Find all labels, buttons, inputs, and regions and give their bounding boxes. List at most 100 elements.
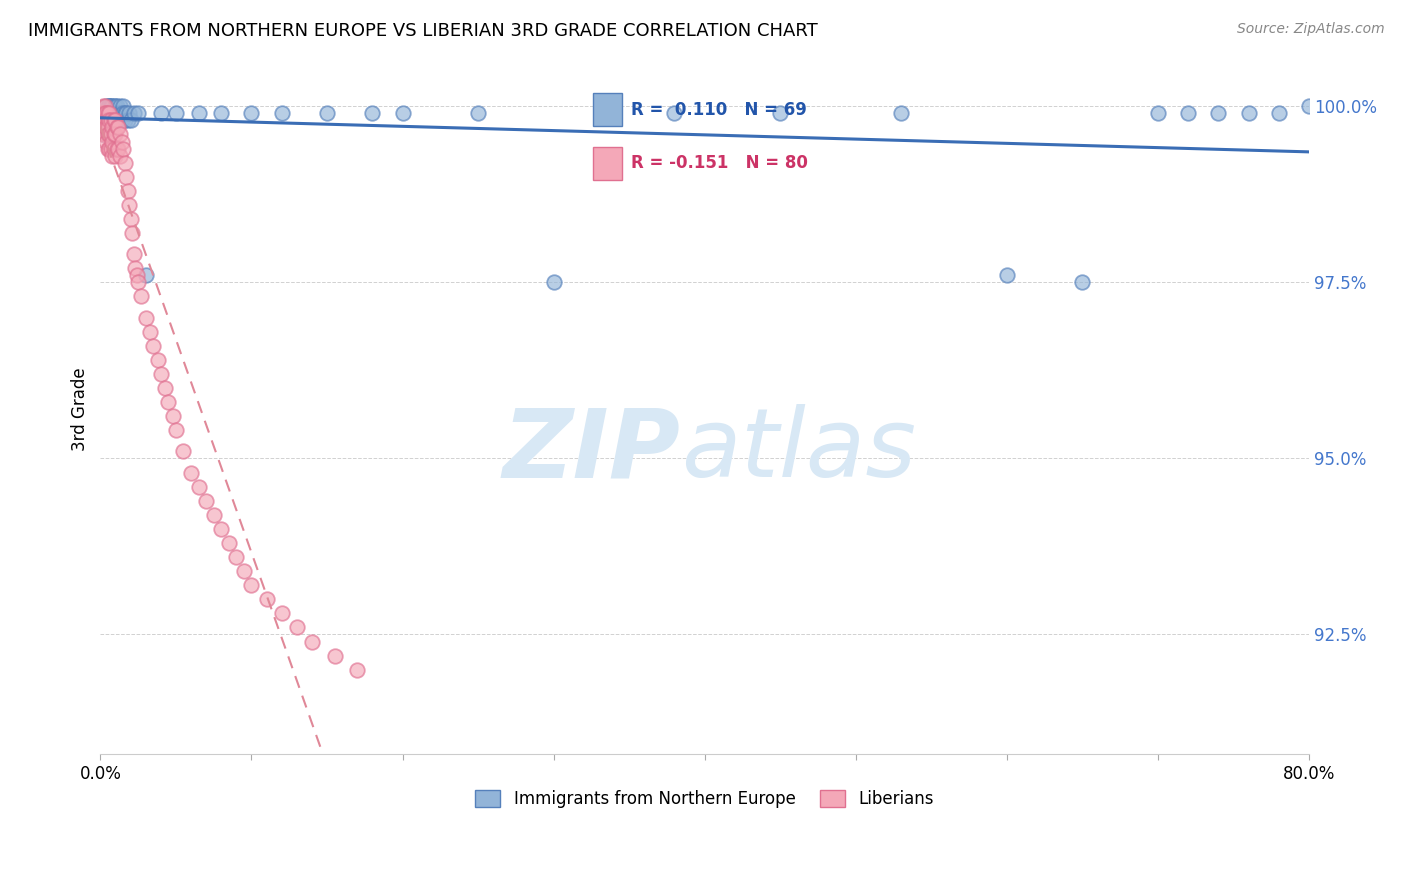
Point bbox=[209, 106, 232, 120]
Point bbox=[93, 106, 115, 120]
Point bbox=[107, 113, 129, 128]
Point bbox=[108, 128, 131, 142]
Point bbox=[187, 480, 209, 494]
Point bbox=[108, 148, 131, 162]
Point bbox=[104, 99, 127, 113]
Point bbox=[100, 99, 122, 113]
Point bbox=[135, 310, 157, 325]
Point bbox=[110, 113, 132, 128]
Point bbox=[107, 106, 129, 120]
Point bbox=[96, 113, 118, 128]
Point bbox=[93, 128, 115, 142]
Point bbox=[110, 106, 132, 120]
Point bbox=[96, 135, 118, 149]
Point bbox=[107, 142, 129, 156]
Point bbox=[104, 106, 127, 120]
Point bbox=[96, 106, 118, 120]
Point bbox=[94, 113, 117, 128]
Point bbox=[139, 325, 162, 339]
Point bbox=[97, 128, 120, 142]
Point bbox=[301, 634, 323, 648]
Point bbox=[124, 261, 146, 276]
Text: ZIP: ZIP bbox=[503, 404, 681, 497]
Point bbox=[664, 106, 686, 120]
Point bbox=[391, 106, 413, 120]
Point bbox=[111, 99, 134, 113]
Point bbox=[103, 142, 125, 156]
Point bbox=[103, 106, 125, 120]
Point bbox=[103, 128, 125, 142]
Point bbox=[94, 106, 117, 120]
Point bbox=[157, 395, 180, 409]
Point bbox=[1208, 106, 1230, 120]
Point bbox=[100, 128, 122, 142]
Y-axis label: 3rd Grade: 3rd Grade bbox=[72, 368, 89, 451]
Point bbox=[96, 120, 118, 135]
Point bbox=[97, 113, 120, 128]
Point bbox=[202, 508, 225, 522]
Point bbox=[94, 120, 117, 135]
Point bbox=[285, 620, 308, 634]
Point bbox=[101, 135, 124, 149]
Point bbox=[98, 142, 121, 156]
Point bbox=[96, 120, 118, 135]
Point bbox=[110, 135, 132, 149]
Point bbox=[97, 120, 120, 135]
Point bbox=[105, 142, 128, 156]
Text: atlas: atlas bbox=[681, 404, 915, 497]
Point bbox=[361, 106, 384, 120]
Point bbox=[98, 113, 121, 128]
Point bbox=[155, 381, 177, 395]
Text: Source: ZipAtlas.com: Source: ZipAtlas.com bbox=[1237, 22, 1385, 37]
Point bbox=[165, 423, 187, 437]
Point bbox=[195, 493, 218, 508]
Point bbox=[97, 106, 120, 120]
Point bbox=[101, 106, 124, 120]
Point bbox=[122, 247, 145, 261]
Point bbox=[142, 339, 165, 353]
Point bbox=[240, 578, 263, 592]
Point bbox=[103, 113, 125, 128]
Point bbox=[90, 113, 112, 128]
Point bbox=[98, 99, 121, 113]
Point bbox=[96, 106, 118, 120]
Point bbox=[105, 106, 128, 120]
Point bbox=[120, 113, 142, 128]
Point bbox=[1298, 99, 1320, 113]
Point bbox=[100, 113, 122, 128]
Point bbox=[100, 106, 122, 120]
Point bbox=[104, 113, 127, 128]
Point bbox=[270, 106, 292, 120]
Point bbox=[104, 128, 127, 142]
Text: IMMIGRANTS FROM NORTHERN EUROPE VS LIBERIAN 3RD GRADE CORRELATION CHART: IMMIGRANTS FROM NORTHERN EUROPE VS LIBER… bbox=[28, 22, 818, 40]
Point bbox=[97, 99, 120, 113]
Point bbox=[1237, 106, 1260, 120]
Point bbox=[232, 564, 254, 578]
Point bbox=[90, 113, 112, 128]
Point bbox=[90, 106, 112, 120]
Point bbox=[98, 99, 121, 113]
Point bbox=[115, 169, 138, 184]
Point bbox=[105, 120, 128, 135]
Point bbox=[93, 106, 115, 120]
Point bbox=[111, 106, 134, 120]
Point bbox=[104, 113, 127, 128]
Point bbox=[117, 184, 139, 198]
Point bbox=[543, 276, 565, 290]
Point bbox=[890, 106, 912, 120]
Point bbox=[100, 113, 122, 128]
Point bbox=[98, 106, 121, 120]
Point bbox=[94, 99, 117, 113]
Point bbox=[225, 549, 247, 564]
Point bbox=[149, 367, 172, 381]
Point bbox=[127, 106, 149, 120]
Point bbox=[995, 268, 1018, 283]
Point bbox=[94, 106, 117, 120]
Point bbox=[114, 106, 136, 120]
Point bbox=[93, 113, 115, 128]
Point bbox=[1268, 106, 1291, 120]
Point bbox=[129, 289, 152, 303]
Point bbox=[118, 106, 141, 120]
Point bbox=[93, 99, 115, 113]
Point bbox=[1147, 106, 1170, 120]
